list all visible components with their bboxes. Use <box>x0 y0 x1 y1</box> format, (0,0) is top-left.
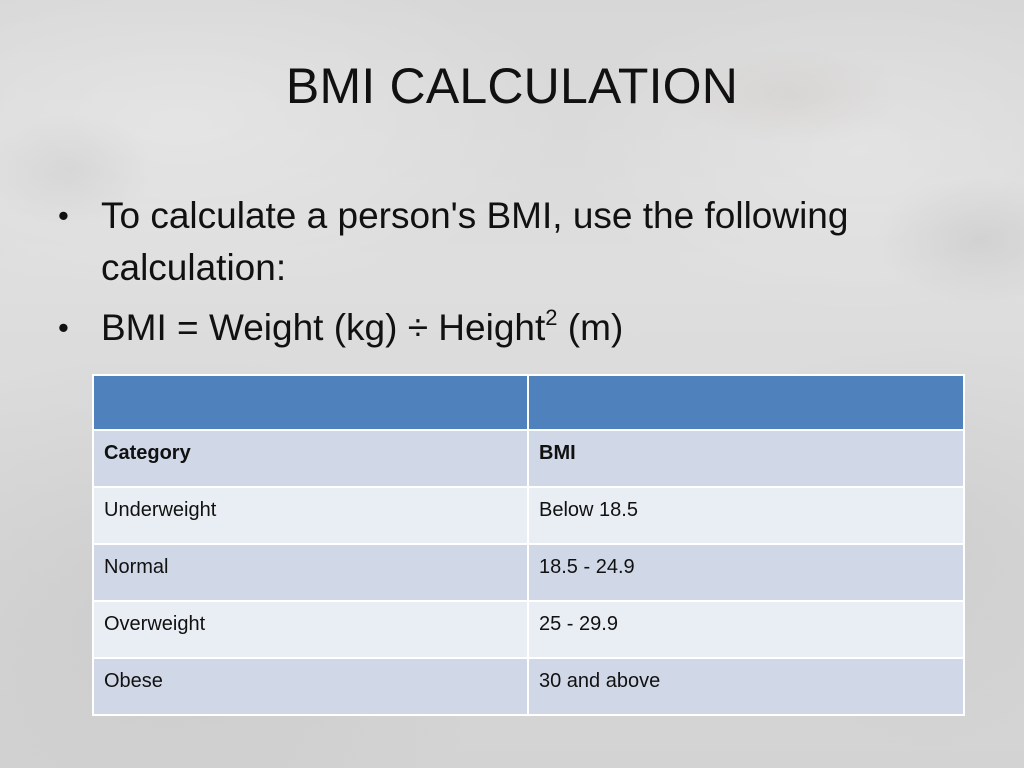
table-header-cell-left <box>92 374 529 431</box>
bullet-text-line-2: calculation: <box>101 247 287 288</box>
table-row: Obese 30 and above <box>92 659 965 716</box>
table-cell-category: Normal <box>92 545 529 602</box>
bullet-list: • To calculate a person's BMI, use the f… <box>58 190 958 354</box>
table-cell-text: Below 18.5 <box>539 499 638 521</box>
table-row: Category BMI <box>92 431 965 488</box>
bullet-marker: • <box>58 310 69 345</box>
table-cell-text: Overweight <box>104 613 206 635</box>
table-cell-bmi-label: BMI <box>529 431 965 488</box>
table-cell-text: 25 - 29.9 <box>539 613 618 635</box>
table-row: Normal 18.5 - 24.9 <box>92 545 965 602</box>
bullet-marker: • <box>58 198 69 233</box>
table-header-cell-right <box>529 374 965 431</box>
table-cell-text: Normal <box>104 556 169 578</box>
slide-title: BMI CALCULATION <box>285 58 739 114</box>
formula-suffix: (m) <box>557 307 624 348</box>
bullet-item-formula: • BMI = Weight (kg) ÷ Height2 (m) <box>58 302 958 354</box>
column-header-bmi: BMI <box>539 442 576 464</box>
column-header-category: Category <box>104 442 191 464</box>
bmi-category-table: Category BMI Underweight Below 18.5 Norm… <box>92 374 965 716</box>
table-cell-bmi: 30 and above <box>529 659 965 716</box>
table-row: Underweight Below 18.5 <box>92 488 965 545</box>
table-row: Overweight 25 - 29.9 <box>92 602 965 659</box>
table-header-row <box>92 374 965 431</box>
table-cell-bmi: Below 18.5 <box>529 488 965 545</box>
table-cell-text: Obese <box>104 670 163 692</box>
table-header-text-right <box>539 376 953 387</box>
table-cell-text: 30 and above <box>539 670 661 692</box>
formula-superscript: 2 <box>545 305 558 330</box>
table-cell-text: 18.5 - 24.9 <box>539 556 635 578</box>
table-cell-category: Underweight <box>92 488 529 545</box>
table-cell-bmi: 25 - 29.9 <box>529 602 965 659</box>
table-cell-category-label: Category <box>92 431 529 488</box>
table-cell-text: Underweight <box>104 499 217 521</box>
table-cell-category: Overweight <box>92 602 529 659</box>
table-cell-bmi: 18.5 - 24.9 <box>529 545 965 602</box>
bullet-text-line-1: To calculate a person's BMI, use the fol… <box>101 195 849 236</box>
table-cell-category: Obese <box>92 659 529 716</box>
table-header-text-left <box>104 376 517 387</box>
bullet-item-calculation-intro: • To calculate a person's BMI, use the f… <box>58 190 958 294</box>
formula-prefix: BMI = Weight (kg) ÷ Height <box>101 307 546 348</box>
